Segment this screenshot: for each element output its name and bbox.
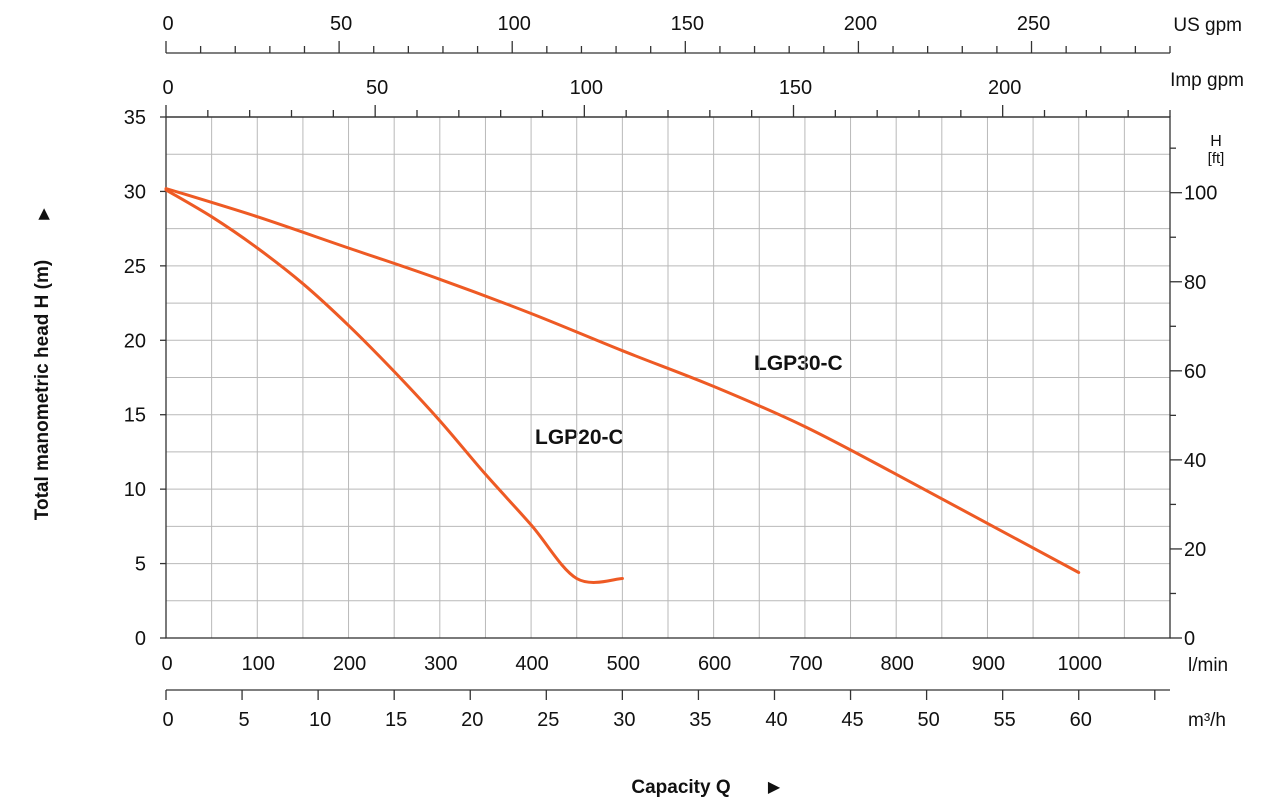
m3h-tick-label: 20 <box>461 709 483 731</box>
y-tick-label: 15 <box>124 405 146 427</box>
lmin-unit-label: l/min <box>1188 655 1228 676</box>
ft-tick-label: 20 <box>1184 539 1206 561</box>
m3h-tick-label: 25 <box>537 709 559 731</box>
y-tick-label: 0 <box>135 628 146 650</box>
m3h-tick-label: 5 <box>238 709 249 731</box>
x-tick-label: 500 <box>607 653 640 675</box>
x-tick-label: 400 <box>515 653 548 675</box>
series-label-lgp20c: LGP20-C <box>535 426 624 449</box>
m3h-tick-label: 30 <box>613 709 635 731</box>
y-tick-label: 5 <box>135 554 146 576</box>
y-tick-label: 30 <box>124 181 146 203</box>
series-label-lgp30c: LGP30-C <box>754 352 843 375</box>
m3h-tick-label: 60 <box>1070 709 1092 731</box>
series-line-lgp20-c <box>164 188 624 584</box>
imp-gpm-tick-label: 100 <box>570 77 603 99</box>
us-gpm-tick-label: 100 <box>498 13 531 35</box>
m3h-tick-label: 15 <box>385 709 407 731</box>
m3h-tick-label: 10 <box>309 709 331 731</box>
m3h-tick-label: 50 <box>917 709 939 731</box>
x-tick-label: 0 <box>161 653 172 675</box>
us-gpm-tick-label: 200 <box>844 13 877 35</box>
x-tick-label: 600 <box>698 653 731 675</box>
ft-tick-label: 40 <box>1184 450 1206 472</box>
series-line-lgp30-c <box>164 187 1081 574</box>
imp-gpm-tick-label: 50 <box>366 77 388 99</box>
x-tick-label: 800 <box>880 653 913 675</box>
x-axis-arrow-icon: ▶ <box>768 779 781 796</box>
us-gpm-tick-label: 50 <box>330 13 352 35</box>
ft-tick-label: 80 <box>1184 272 1206 294</box>
imp-gpm-tick-label: 200 <box>988 77 1021 99</box>
m3h-tick-label: 0 <box>162 709 173 731</box>
m3h-unit-label: m³/h <box>1188 710 1226 731</box>
y-tick-label: 20 <box>124 330 146 352</box>
x-axis-title: Capacity Q <box>631 777 730 798</box>
imp-gpm-tick-label: 0 <box>162 77 173 99</box>
us-gpm-tick-label: 150 <box>671 13 704 35</box>
y-tick-label: 35 <box>124 107 146 129</box>
m3h-tick-label: 45 <box>841 709 863 731</box>
ft-tick-label: 0 <box>1184 628 1195 650</box>
x-tick-label: 900 <box>972 653 1005 675</box>
us-gpm-unit-label: US gpm <box>1173 15 1242 36</box>
ft-unit-label-top: H <box>1210 133 1222 150</box>
ft-tick-label: 100 <box>1184 183 1217 205</box>
ft-unit-label-bottom: [ft] <box>1208 150 1225 167</box>
x-tick-label: 700 <box>789 653 822 675</box>
ft-tick-label: 60 <box>1184 361 1206 383</box>
m3h-tick-label: 40 <box>765 709 787 731</box>
m3h-tick-label: 35 <box>689 709 711 731</box>
x-tick-label: 1000 <box>1057 653 1102 675</box>
us-gpm-tick-label: 250 <box>1017 13 1050 35</box>
y-axis-title: Total manometric head H (m) <box>32 260 53 520</box>
x-tick-label: 300 <box>424 653 457 675</box>
y-tick-label: 10 <box>124 479 146 501</box>
x-tick-label: 100 <box>242 653 275 675</box>
y-axis-arrow-icon: ▶ <box>35 208 52 220</box>
imp-gpm-unit-label: Imp gpm <box>1170 70 1244 91</box>
x-tick-label: 200 <box>333 653 366 675</box>
m3h-tick-label: 55 <box>994 709 1016 731</box>
imp-gpm-tick-label: 150 <box>779 77 812 99</box>
y-tick-label: 25 <box>124 256 146 278</box>
us-gpm-tick-label: 0 <box>162 13 173 35</box>
